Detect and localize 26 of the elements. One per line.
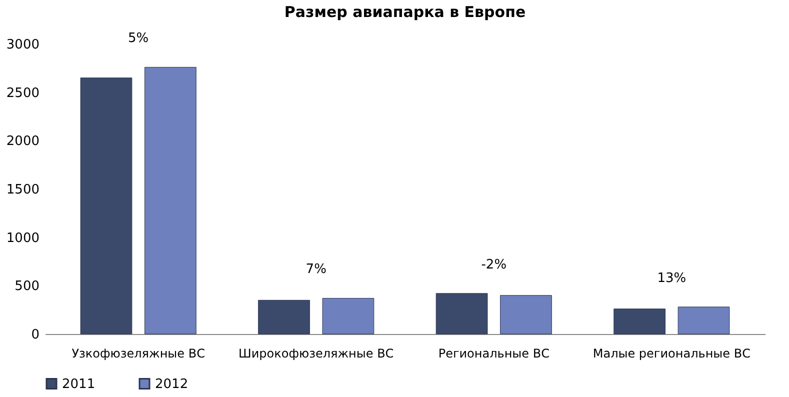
x-tick-label: Широкофюзеляжные ВС bbox=[238, 346, 394, 360]
annotation: 5% bbox=[128, 31, 149, 46]
bar bbox=[500, 295, 552, 334]
y-tick-label: 500 bbox=[14, 279, 40, 294]
y-tick-label: 1000 bbox=[6, 230, 40, 246]
x-tick-label: Узкофюзеляжные ВС bbox=[72, 346, 205, 360]
annotation: -2% bbox=[481, 257, 507, 272]
legend-label: 2011 bbox=[62, 376, 96, 392]
chart-title: Размер авиапарка в Европе bbox=[284, 3, 526, 22]
x-tick-label: Региональные ВС bbox=[438, 346, 550, 360]
bar bbox=[678, 306, 730, 334]
bar bbox=[258, 300, 310, 334]
bar bbox=[144, 66, 196, 334]
y-tick-label: 2000 bbox=[6, 134, 40, 150]
y-tick-label: 3000 bbox=[6, 38, 40, 52]
legend-label: 2012 bbox=[155, 376, 188, 392]
bar bbox=[614, 308, 666, 334]
y-tick-label: 1500 bbox=[6, 182, 40, 198]
bar bbox=[436, 293, 488, 334]
y-tick-label: 0 bbox=[31, 328, 40, 342]
bar bbox=[80, 78, 132, 334]
y-tick-label: 2500 bbox=[6, 86, 40, 101]
annotation: 13% bbox=[657, 270, 686, 286]
x-tick-label: Малые региональные ВС bbox=[592, 346, 750, 360]
annotation: 7% bbox=[306, 262, 326, 278]
bar bbox=[322, 298, 374, 334]
